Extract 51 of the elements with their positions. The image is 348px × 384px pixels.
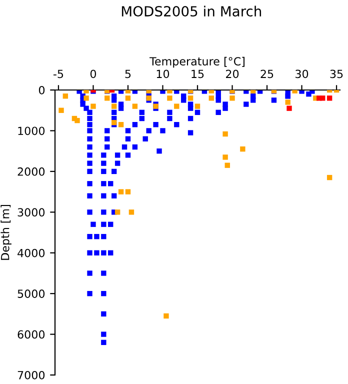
point — [164, 313, 169, 319]
point — [208, 96, 214, 101]
point — [286, 106, 292, 111]
y-tick-label: 6000 — [18, 330, 45, 339]
point — [104, 96, 110, 101]
point — [326, 96, 332, 101]
y-tick-label: 0 — [38, 86, 45, 94]
y-tick-label: 5000 — [18, 290, 45, 298]
point — [62, 94, 68, 99]
point — [84, 96, 89, 101]
x-tick-label: 0 — [90, 70, 96, 78]
point — [224, 162, 230, 168]
point — [111, 120, 117, 126]
y-tick-label: 3000 — [18, 208, 45, 217]
y-tick-label: 4000 — [18, 248, 45, 258]
chart-title: MODS2005 in March — [122, 6, 262, 17]
point — [118, 122, 124, 128]
y-tick-label: 7000 — [18, 370, 45, 380]
point — [326, 174, 332, 180]
point — [74, 118, 80, 124]
point — [222, 154, 228, 160]
x-tick-label: 10 — [156, 70, 170, 78]
point — [111, 104, 117, 109]
point — [285, 100, 290, 105]
point — [222, 131, 228, 137]
point — [174, 104, 180, 109]
point — [90, 104, 96, 109]
point — [128, 210, 134, 215]
x-tick-label: -5 — [53, 70, 64, 78]
y-tick-label: 2000 — [18, 167, 45, 176]
point — [118, 189, 124, 194]
point — [167, 96, 172, 101]
x-tick-label: 30 — [296, 70, 308, 78]
x-tick-label: 15 — [192, 70, 204, 78]
point — [125, 96, 131, 101]
point — [114, 210, 120, 215]
point — [230, 96, 235, 101]
x-axis-title: Temperature [°C] — [150, 56, 244, 68]
point — [132, 104, 138, 109]
x-tick-label: 20 — [226, 70, 239, 78]
x-tick-label: 35 — [330, 70, 343, 78]
point — [194, 104, 200, 109]
point — [240, 146, 246, 152]
point — [125, 189, 131, 194]
x-tick-label: 25 — [260, 70, 274, 78]
y-axis-title: Depth [m] — [0, 205, 12, 260]
x-tick-label: 5 — [125, 70, 131, 78]
point — [188, 96, 194, 101]
point — [58, 108, 64, 113]
point — [320, 96, 326, 101]
y-tick-label: 1000 — [18, 126, 45, 136]
